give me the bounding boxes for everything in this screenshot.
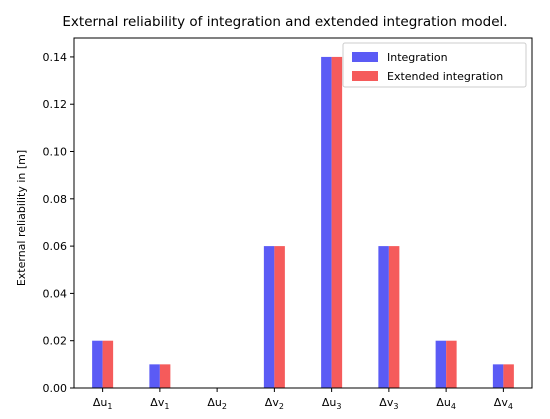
x-tick-label: Δu3 (322, 396, 342, 411)
x-tick-label: Δu2 (207, 396, 227, 411)
plot-area: 0.00 0.02 0.04 0.06 0.08 0.10 0.12 0.14 Δu1 Δv1 Δu… (43, 51, 514, 411)
y-tick-label: 0.14 (43, 51, 68, 64)
y-tick-label: 0.08 (43, 193, 68, 206)
y-tick-label: 0.10 (43, 146, 68, 159)
bar-extended-integration-7 (446, 340, 457, 388)
x-tick-label: Δv4 (494, 396, 513, 411)
x-tick-label: Δv3 (379, 396, 398, 411)
bar-integration-2 (149, 364, 160, 388)
y-tick-label: 0.06 (43, 240, 68, 253)
axes-frame (73, 37, 533, 389)
bar-integration-4 (263, 246, 275, 388)
bar-extended-integration-6 (388, 246, 400, 388)
y-axis-label: External reliability in [m] (15, 150, 28, 286)
bar-integration-7 (435, 340, 447, 388)
legend: Integration Extended integration (342, 42, 527, 88)
bar-integration-5 (321, 56, 332, 389)
legend-swatch (352, 71, 378, 81)
y-tick-label: 0.02 (43, 335, 68, 348)
legend-swatch (352, 52, 378, 62)
bar-extended-integration-1 (102, 340, 114, 388)
x-tick-label: Δu4 (436, 396, 456, 411)
x-tick-label: Δv1 (150, 396, 169, 411)
bar-extended-integration-2 (159, 364, 171, 388)
bar-integration-6 (378, 246, 389, 388)
bar-integration-8 (492, 364, 504, 388)
legend-label: Integration (387, 51, 448, 64)
y-tick-label: 0.12 (43, 98, 68, 111)
bar-extended-integration-4 (274, 246, 285, 388)
chart-title: External reliability of integration and … (62, 14, 507, 30)
legend-label: Extended integration (387, 70, 503, 83)
y-tick-label: 0.04 (43, 287, 68, 300)
bar-extended-integration-5 (331, 56, 343, 389)
legend-box (342, 42, 527, 88)
y-tick-label: 0.00 (43, 382, 68, 395)
x-tick-label: Δu1 (93, 396, 113, 411)
bar-extended-integration-8 (503, 364, 514, 388)
bar-integration-1 (92, 340, 103, 388)
x-tick-label: Δv2 (265, 396, 284, 411)
